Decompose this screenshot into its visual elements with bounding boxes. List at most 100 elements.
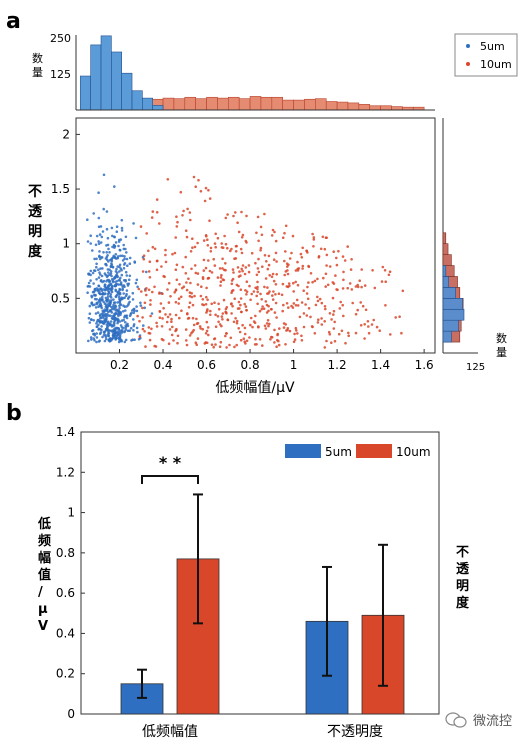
scatter-point-10um: [218, 345, 222, 349]
scatter-point-10um: [233, 257, 236, 261]
scatter-point-10um: [275, 316, 278, 319]
scatter-point-10um: [307, 307, 311, 310]
scatter-point-5um: [128, 256, 132, 260]
scatter-point-5um: [131, 291, 135, 295]
scatter-point-10um: [281, 236, 285, 239]
scatter-point-10um: [320, 323, 324, 326]
scatter-point-10um: [335, 256, 338, 260]
scatter-point-10um: [138, 319, 141, 323]
scatter-point-10um: [214, 232, 217, 236]
scatter-point-10um: [256, 280, 259, 284]
bar-ylabel-char: 值: [38, 567, 51, 583]
scatter-point-5um: [102, 207, 105, 211]
scatter-point-10um: [191, 330, 194, 334]
scatter-point-5um: [114, 317, 117, 321]
scatter-point-10um: [204, 332, 208, 335]
scatter-point-10um: [344, 341, 347, 345]
scatter-point-10um: [250, 292, 253, 296]
scatter-point-10um: [141, 306, 144, 310]
scatter-point-5um: [93, 332, 96, 336]
scatter-point-10um: [325, 253, 329, 257]
scatter-point-10um: [398, 315, 401, 319]
scatter-point-10um: [219, 276, 223, 279]
scatter-point-10um: [225, 332, 228, 335]
scatter-point-10um: [321, 235, 325, 239]
scatter-point-5um: [127, 302, 130, 305]
scatter-point-10um: [367, 331, 371, 335]
scatter-point-5um: [95, 298, 98, 301]
scatter-point-5um: [101, 267, 104, 270]
scatter-point-10um: [141, 270, 145, 273]
scatter-point-10um: [288, 329, 292, 333]
scatter-point-10um: [269, 338, 272, 341]
scatter-point-10um: [333, 339, 337, 343]
scatter-point-10um: [300, 334, 303, 338]
scatter-point-5um: [139, 301, 142, 305]
scatter-point-10um: [305, 314, 309, 317]
scatter-point-10um: [160, 265, 163, 268]
scatter-point-10um: [192, 323, 196, 327]
scatter-point-10um: [212, 257, 215, 261]
scatter-point-10um: [209, 309, 212, 313]
scatter-point-10um: [334, 274, 337, 277]
scatter-point-10um: [234, 317, 237, 320]
scatter-point-5um: [95, 322, 98, 325]
scatter-point-10um: [328, 333, 332, 336]
scatter-point-5um: [107, 247, 110, 251]
scatter-point-10um: [260, 307, 264, 311]
scatter-point-5um: [118, 248, 122, 252]
scatter-point-10um: [250, 251, 254, 255]
scatter-point-5um: [101, 295, 104, 299]
scatter-point-10um: [176, 334, 180, 338]
scatter-point-10um: [204, 266, 208, 270]
scatter-point-10um: [294, 304, 298, 307]
scatter-point-5um: [90, 338, 93, 341]
scatter-point-10um: [238, 330, 242, 334]
scatter-point-10um: [145, 293, 148, 297]
scatter-point-10um: [245, 308, 248, 312]
scatter-point-10um: [209, 246, 213, 250]
scatter-point-10um: [257, 325, 260, 329]
scatter-point-10um: [166, 178, 170, 181]
scatter-point-10um: [218, 267, 222, 270]
scatter-point-10um: [207, 188, 210, 192]
scatter-point-10um: [153, 247, 157, 251]
scatter-point-5um: [106, 254, 109, 257]
scatter-point-5um: [125, 289, 129, 292]
scatter-point-10um: [253, 321, 257, 325]
scatter-point-5um: [100, 325, 103, 328]
scatter-point-10um: [351, 301, 355, 305]
scatter-point-10um: [205, 341, 209, 345]
scatter-point-10um: [259, 292, 262, 296]
right-hist-tick-125: 125: [466, 362, 485, 373]
scatter-point-10um: [328, 312, 332, 315]
scatter-point-5um: [108, 329, 111, 332]
scatter-point-10um: [313, 332, 317, 335]
scatter-point-10um: [170, 317, 173, 321]
scatter-point-10um: [360, 285, 363, 289]
scatter-point-5um: [107, 298, 110, 302]
scatter-point-10um: [168, 313, 172, 316]
scatter-point-5um: [97, 191, 100, 194]
right-hist-xlabel-char: 数: [496, 332, 507, 345]
scatter-point-5um: [102, 311, 105, 314]
scatter-point-5um: [123, 340, 127, 344]
scatter-point-10um: [325, 264, 328, 267]
scatter-point-5um: [118, 279, 121, 282]
scatter-point-10um: [260, 298, 264, 301]
scatter-point-10um: [166, 315, 170, 319]
scatter-point-10um: [265, 260, 268, 263]
scatter-point-10um: [204, 186, 208, 190]
scatter-point-10um: [267, 324, 270, 328]
scatter-point-10um: [177, 297, 181, 301]
scatter-point-5um: [89, 279, 92, 282]
bars: [120, 493, 405, 715]
scatter-point-5um: [126, 264, 129, 268]
scatter-point-5um: [120, 319, 124, 322]
legend-a-label-5um: 5um: [480, 40, 505, 53]
scatter-point-10um: [234, 250, 238, 253]
scatter-point-10um: [284, 323, 288, 326]
scatter-point-10um: [206, 244, 210, 247]
scatter-point-5um: [106, 236, 110, 240]
bar-ylabel: 低频幅值 / μ V: [37, 516, 51, 634]
